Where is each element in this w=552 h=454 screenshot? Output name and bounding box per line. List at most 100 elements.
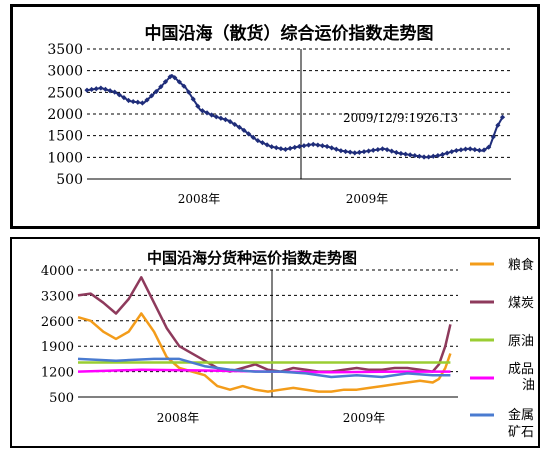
x-tick-label: 2009年 [343,411,386,425]
data-point [412,152,418,159]
legend-label-refined-oil: 成品油 [508,362,535,393]
y-tick-label: 1000 [47,150,83,166]
x-tick-label: 2009年 [346,192,389,206]
data-point [407,152,413,158]
data-point [329,145,335,151]
y-tick-label: 2500 [47,85,83,101]
composite-index-panel: 中国沿海（散货）综合运价指数走势图 500 1000 1500 2000 2500 300… [10,4,540,229]
data-point [310,141,316,147]
chart-title: 中国沿海分货种运价指数走势图 [147,249,357,267]
data-point [195,103,201,109]
x-tick-labels: 2008年 2009年 [157,411,386,425]
y-tick-label: 1900 [41,340,74,355]
data-point [490,134,496,140]
data-point [236,124,242,130]
data-point [301,143,307,149]
y-tick-label: 2000 [47,107,83,123]
data-point [213,114,219,120]
data-point [209,112,215,118]
y-tick-label: 3500 [47,42,83,58]
legend-label-crude-oil: 原油 [508,334,534,349]
data-point [259,140,266,146]
data-point [499,114,506,120]
data-point [232,121,238,128]
data-point [416,153,423,159]
data-point [167,74,173,80]
data-point [426,154,432,160]
peak-annotation: 2009/12/9:1926.13 [343,111,458,125]
cargo-index-chart: 中国沿海分货种运价指数走势图 500 1200 1900 2600 3300 4000 2… [41,249,535,440]
gridlines [87,48,511,158]
data-point [144,97,150,103]
data-point [172,75,178,81]
y-tick-label: 2600 [41,315,74,330]
data-point [204,110,210,116]
data-point [324,143,330,150]
data-point [379,146,386,152]
data-point [287,145,293,152]
data-point [306,142,312,148]
data-point [153,88,159,95]
data-point [384,147,390,153]
data-point [278,146,284,152]
data-point [435,152,441,159]
y-tick-label: 4000 [41,264,74,279]
data-point [342,148,349,155]
data-point [356,149,362,156]
data-point [389,148,395,154]
data-point [421,154,427,160]
data-point [462,146,469,152]
data-point [481,147,487,153]
data-point [467,146,473,152]
data-point [227,118,233,125]
data-point [222,117,229,123]
data-point [398,150,404,157]
y-tick-label: 1500 [47,129,83,145]
data-point [89,86,95,93]
composite-index-chart: 中国沿海（散货）综合运价指数走势图 500 1000 1500 2000 2500 300… [47,23,511,206]
data-point [292,144,298,151]
data-point [245,131,252,137]
data-point [375,146,381,153]
data-point [366,148,372,154]
data-point [458,147,464,153]
data-point [250,134,256,140]
y-tick-label: 500 [49,391,74,406]
data-point [430,153,436,159]
data-point [116,92,122,98]
y-tick-label: 3000 [47,64,83,80]
data-point [218,115,224,121]
legend-label-coal: 煤炭 [508,296,534,311]
data-point [282,146,289,152]
data-point [264,142,270,148]
data-point [472,147,478,153]
data-point [444,150,450,156]
y-tick-labels: 500 1000 1500 2000 2500 3000 3500 [47,42,83,188]
data-point [476,147,483,153]
data-point [495,122,501,128]
data-point [361,149,367,155]
data-point [162,79,169,85]
data-point [121,95,127,101]
data-point [338,148,344,154]
data-point [135,99,141,105]
data-point [486,144,492,150]
data-point [352,150,358,156]
legend-label-metal-ore: 金属矿石 [508,407,534,440]
data-point [370,147,376,153]
data-point [102,86,109,92]
x-tick-labels: 2008年 2009年 [178,192,389,206]
data-point [319,143,326,149]
data-point [315,142,321,148]
y-tick-label: 3300 [41,289,74,304]
data-point [449,149,455,155]
series-layer [84,74,506,160]
data-point [185,89,192,95]
data-point [273,145,279,151]
x-tick-label: 2008年 [157,411,200,425]
data-point [347,149,353,155]
x-tick-label: 2008年 [178,192,221,206]
data-point [255,137,261,144]
data-point [333,146,339,152]
data-point [112,89,118,95]
